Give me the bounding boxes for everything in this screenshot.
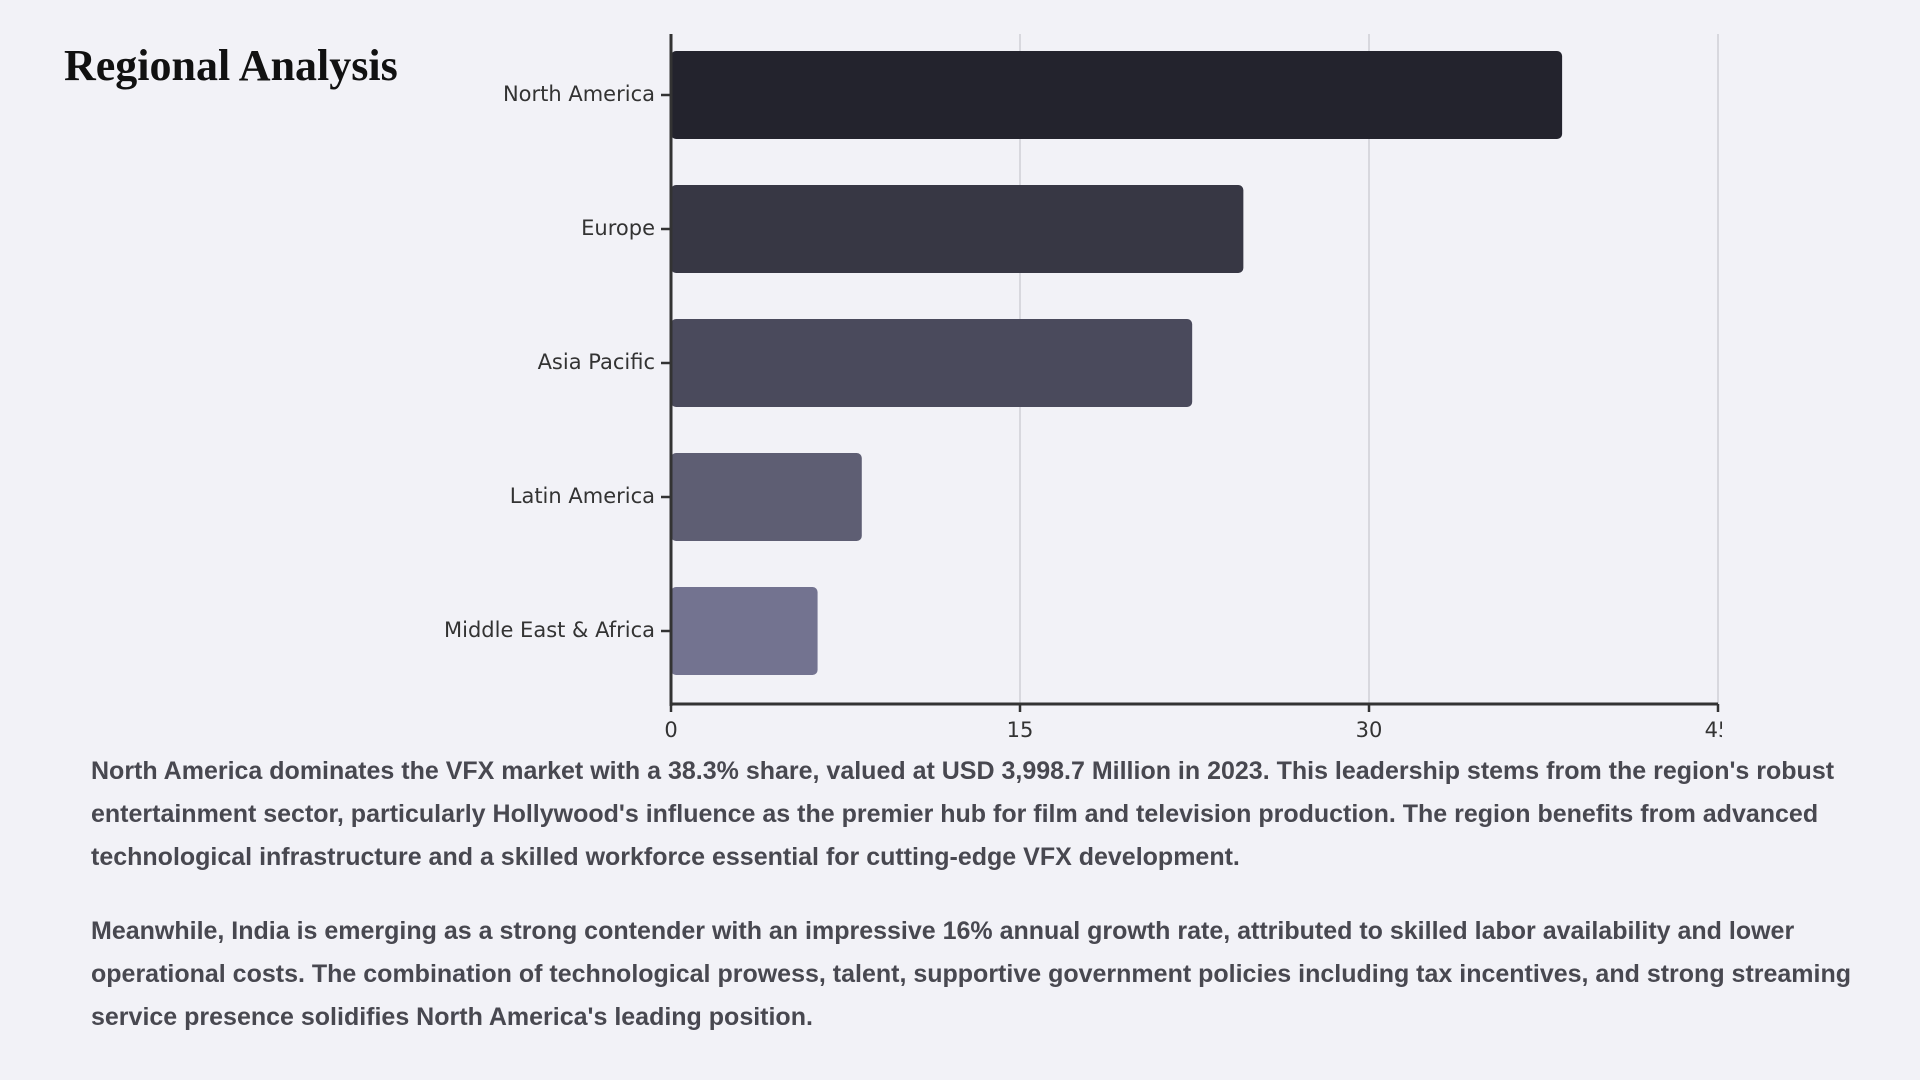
paragraph: Meanwhile, India is emerging as a strong… (91, 917, 1852, 1031)
bar (671, 453, 862, 541)
y-tick-label: Asia Pacific (538, 350, 655, 374)
y-tick-label: Europe (581, 216, 655, 240)
y-tick-label: North America (503, 82, 655, 106)
section-heading: Regional Analysis (64, 41, 398, 90)
y-tick-label: Middle East & Africa (444, 618, 655, 642)
bar (671, 319, 1193, 407)
x-tick-label: 45 (1705, 718, 1722, 742)
x-tick-label: 0 (664, 718, 677, 742)
chart: 0 15 30 45 North America Europe Asia Pacific La… (444, 34, 1722, 742)
x-tick-label: 30 (1356, 718, 1383, 742)
y-tick-label: Latin America (510, 484, 655, 508)
paragraph: North America dominates the VFX market w… (91, 757, 1835, 871)
x-tick-label: 15 (1007, 718, 1034, 742)
bar (671, 185, 1244, 273)
bar (671, 587, 818, 675)
description: North America dominates the VFX market w… (91, 750, 1871, 1070)
bar (671, 51, 1563, 139)
